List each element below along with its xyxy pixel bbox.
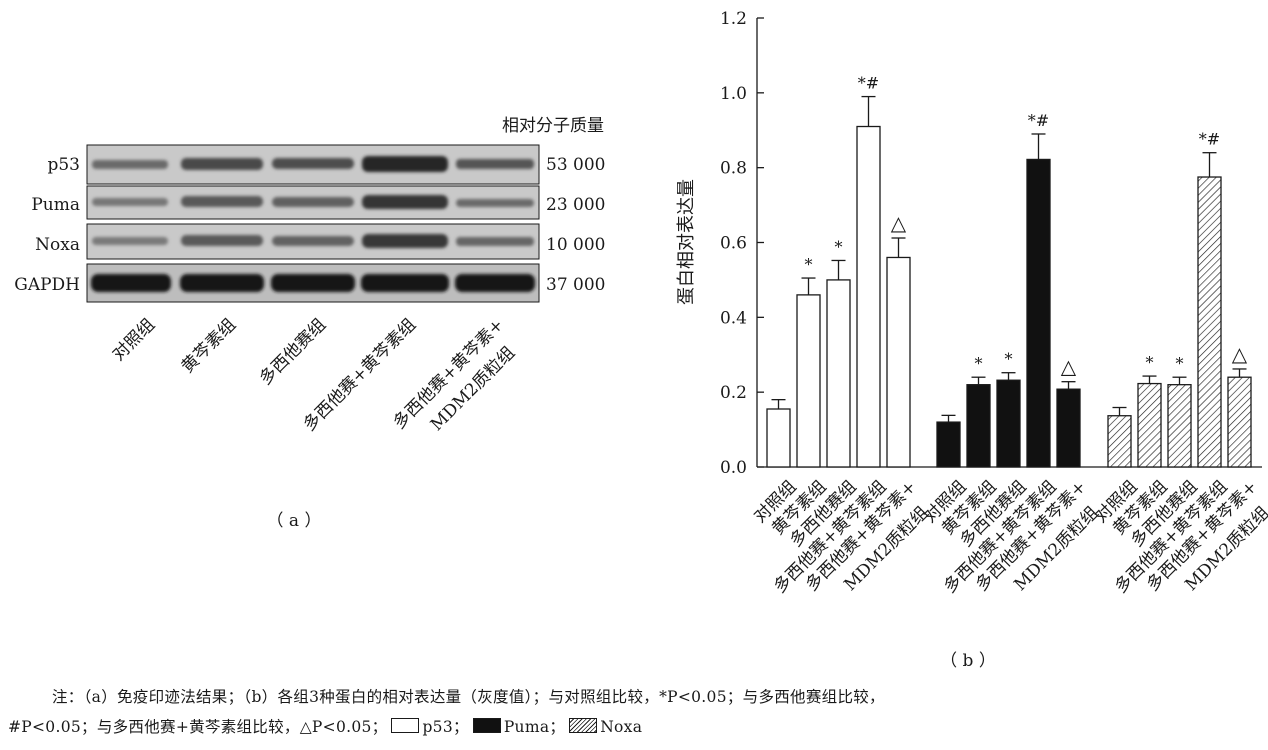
x-axis-labels: 对照组黄芩素组多西他赛组多西他赛+黄芩素组多西他赛+黄芩素+MDM2质粒组对照组… (750, 476, 1268, 597)
blot-row-puma: Puma 23 000 (31, 185, 605, 220)
legend-label-noxa: Noxa (600, 718, 643, 736)
bar-noxa (1227, 376, 1252, 468)
significance-mark: △ (1061, 355, 1077, 379)
figure-note: 注：（a）免疫印迹法结果；（b）各组3种蛋白的相对表达量（灰度值）；与对照组比较… (8, 682, 1263, 742)
y-tick-label: 0.2 (720, 383, 747, 403)
legend-label-puma: Puma (503, 718, 550, 736)
y-axis-label: 蛋白相对表达量 (676, 179, 697, 305)
note-line-2-text: #P<0.05；与多西他赛+黄芩素组比较，△P<0.05； (8, 718, 388, 736)
legend-swatch-p53 (391, 718, 420, 733)
bar-noxa (1137, 382, 1162, 468)
legend-separator: ； (549, 718, 566, 736)
blot-bands (92, 234, 534, 248)
significance-mark: * (1176, 354, 1184, 373)
blot-row-p53: p53 53 000 (47, 144, 605, 185)
y-tick-label: 0.4 (720, 308, 747, 328)
significance-mark: * (805, 255, 813, 274)
y-tick-label: 1.0 (720, 84, 747, 104)
blot-mw: 37 000 (546, 275, 605, 295)
note-line-2: #P<0.05；与多西他赛+黄芩素组比较，△P<0.05； p53； Puma； No… (8, 712, 1263, 742)
significance-mark: *# (1199, 130, 1220, 149)
blot-mw-header: 相对分子质量 (502, 116, 604, 136)
blot-mw: 53 000 (546, 155, 605, 175)
lane-label: 对照组 (109, 315, 159, 365)
significance-mark: *# (858, 74, 879, 93)
bar-p53 (826, 279, 851, 468)
bar-puma (1056, 388, 1081, 468)
bar-p53 (766, 408, 791, 468)
y-tick-label: 0.0 (720, 458, 747, 478)
significance-mark: * (975, 354, 983, 373)
blot-row-gapdh: GAPDH 37 000 (14, 263, 605, 303)
bar-p53 (886, 256, 911, 468)
blot-mw: 10 000 (546, 235, 605, 255)
bar-puma (996, 379, 1021, 468)
lane-label: 多西他赛组 (255, 314, 330, 389)
blot-row-label: Noxa (35, 235, 80, 255)
blot-row-noxa: Noxa 10 000 (35, 223, 605, 260)
y-tick-label: 1.2 (720, 9, 747, 29)
legend-swatch-noxa (569, 718, 598, 733)
significance-mark: △ (1232, 342, 1248, 366)
significance-mark: * (1146, 353, 1154, 372)
lane-label: 黄芩素组 (178, 315, 240, 377)
y-tick-label: 0.8 (720, 159, 747, 179)
panel-a-label: （ a ） (267, 511, 322, 531)
bar-p53 (796, 294, 821, 468)
blot-row-label: GAPDH (14, 275, 80, 295)
bar-noxa (1107, 415, 1132, 468)
significance-mark: * (1005, 350, 1013, 369)
blot-mw: 23 000 (546, 195, 605, 215)
bar-puma (936, 421, 961, 468)
y-axis: 0.0 0.2 0.4 0.6 0.8 1.0 1.2 (720, 9, 1262, 478)
western-blot-panel: 相对分子质量 p53 53 000 Puma (14, 116, 605, 531)
legend-separator: ； (453, 718, 469, 736)
legend-label-p53: p53 (422, 718, 453, 736)
bar-noxa (1167, 384, 1192, 468)
blot-bands (92, 156, 534, 172)
panel-b-label: （ b ） (940, 651, 996, 671)
y-tick-label: 0.6 (720, 234, 747, 254)
note-line-1: 注：（a）免疫印迹法结果；（b）各组3种蛋白的相对表达量（灰度值）；与对照组比较… (52, 688, 885, 706)
significance-mark: * (835, 237, 843, 256)
bar-noxa (1197, 176, 1222, 468)
significance-mark: △ (891, 211, 907, 235)
blot-bands (91, 274, 535, 292)
bar-puma (1026, 158, 1051, 468)
bars: * * *# △ * * *# △ * * *# △ (766, 74, 1252, 468)
bar-chart-panel: 蛋白相对表达量 0.0 0.2 0.4 0.6 0.8 1.0 1.2 * * *# △ * * *# △… (676, 9, 1268, 671)
blot-bands (92, 195, 534, 209)
significance-mark: *# (1028, 111, 1049, 130)
blot-row-label: Puma (31, 195, 80, 215)
bar-p53 (856, 125, 881, 468)
blot-row-label: p53 (47, 155, 80, 175)
legend-swatch-puma (472, 718, 501, 733)
bar-puma (966, 384, 991, 468)
